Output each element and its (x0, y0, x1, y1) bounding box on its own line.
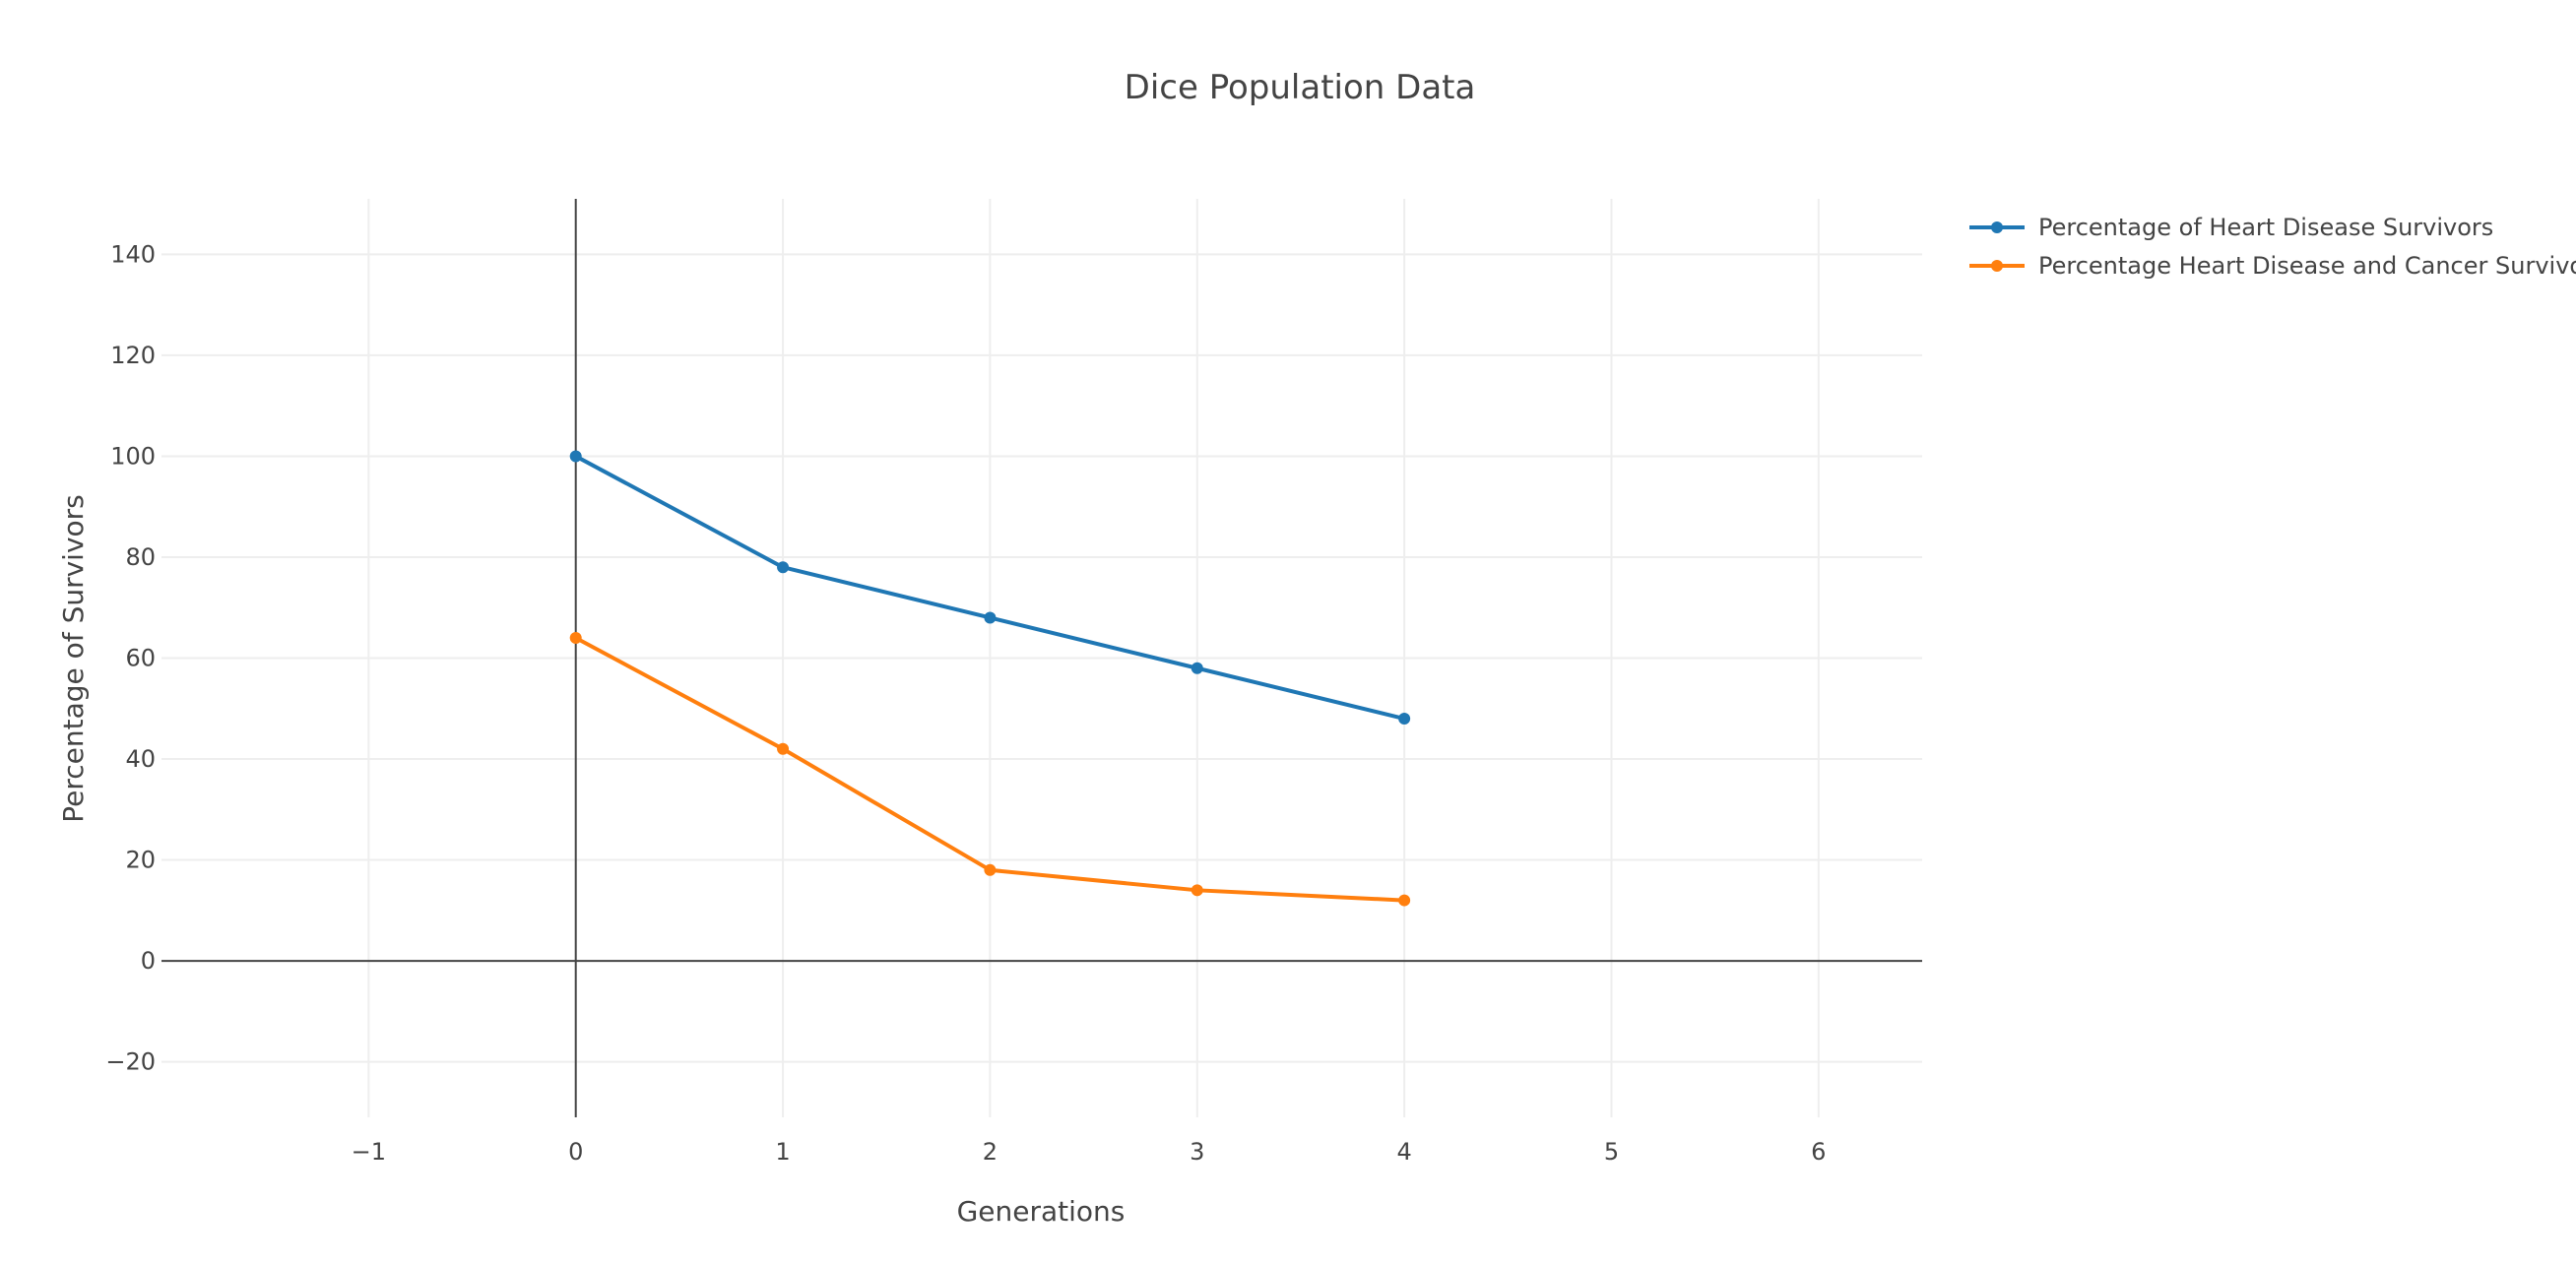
grid (161, 199, 1922, 1117)
data-point[interactable] (777, 561, 790, 574)
legend-item[interactable]: Percentage of Heart Disease Survivors (1969, 214, 2493, 241)
data-point[interactable] (1398, 713, 1411, 726)
x-tick-label: 5 (1604, 1138, 1619, 1166)
x-axis-title: Generations (957, 1195, 1126, 1228)
data-point[interactable] (984, 863, 997, 876)
y-tick-label: 20 (125, 847, 156, 874)
legend-label: Percentage Heart Disease and Cancer Surv… (2038, 252, 2576, 280)
legend[interactable]: Percentage of Heart Disease Survivors Per… (1969, 214, 2576, 280)
x-tick-label: 6 (1811, 1138, 1826, 1166)
plot-area (569, 450, 1411, 907)
series-1 (569, 450, 1411, 726)
x-tick-label: 4 (1396, 1138, 1411, 1166)
data-point[interactable] (569, 631, 582, 644)
x-tick-label: −1 (352, 1138, 386, 1166)
tick-labels: −1 0 1 2 3 4 5 6 −20 0 20 40 60 80 100 120 140 (105, 240, 1826, 1166)
legend-label: Percentage of Heart Disease Survivors (2038, 214, 2493, 241)
data-point[interactable] (1398, 894, 1411, 907)
x-tick-label: 3 (1190, 1138, 1204, 1166)
chart-title: Dice Population Data (1125, 68, 1476, 107)
data-point[interactable] (777, 742, 790, 755)
y-tick-label: 0 (141, 947, 156, 975)
x-tick-label: 1 (775, 1138, 790, 1166)
y-tick-label: 100 (110, 442, 156, 470)
legend-swatch-marker (1991, 260, 2003, 272)
y-tick-label: 40 (125, 745, 156, 773)
y-tick-label: 60 (125, 645, 156, 672)
y-tick-label: −20 (105, 1048, 156, 1076)
y-tick-label: 140 (110, 240, 156, 268)
x-tick-label: 2 (983, 1138, 998, 1166)
legend-item[interactable]: Percentage Heart Disease and Cancer Surv… (1969, 252, 2576, 280)
y-tick-label: 120 (110, 342, 156, 369)
x-tick-label: 0 (568, 1138, 583, 1166)
y-axis-title: Percentage of Survivors (57, 494, 90, 822)
data-point[interactable] (1191, 662, 1203, 674)
series-2 (569, 631, 1411, 907)
legend-swatch-marker (1991, 221, 2003, 233)
data-point[interactable] (1191, 884, 1203, 897)
data-point[interactable] (984, 611, 997, 624)
y-tick-label: 80 (125, 543, 156, 571)
zero-lines (161, 199, 1922, 1117)
data-point[interactable] (569, 450, 582, 463)
